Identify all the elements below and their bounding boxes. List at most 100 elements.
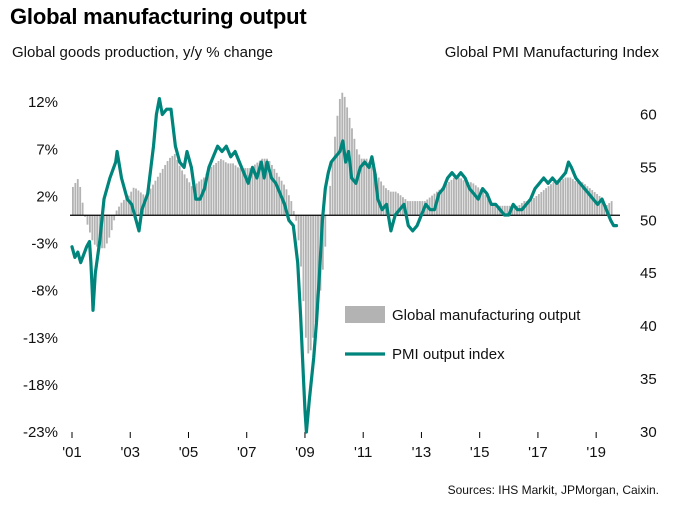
bar: [122, 199, 125, 216]
bar: [533, 197, 535, 216]
bar: [302, 215, 305, 302]
bar: [409, 201, 412, 216]
bar: [144, 196, 147, 216]
left-tick-label: -8%: [31, 283, 58, 300]
bar: [266, 158, 268, 216]
bar: [171, 155, 174, 216]
bar: [559, 181, 562, 216]
bar: [385, 188, 387, 216]
left-tick-label: -18%: [23, 377, 58, 394]
bar: [127, 195, 130, 216]
bar: [387, 190, 390, 216]
bar: [292, 210, 295, 216]
bar: [93, 215, 96, 245]
bar: [156, 176, 159, 216]
bar: [135, 188, 137, 216]
bar: [547, 186, 550, 216]
bar: [581, 182, 584, 216]
bar: [118, 206, 120, 216]
bar: [261, 158, 264, 216]
bar: [224, 162, 227, 216]
bar: [312, 215, 315, 338]
pmi-output-line: [70, 97, 619, 434]
left-axis-ticks: 12% 7% 2% -3% -8% -13% -18% -23%: [23, 94, 58, 441]
bar: [232, 163, 234, 216]
right-tick-label: 30: [640, 424, 657, 441]
bar: [365, 158, 368, 216]
bar: [525, 201, 528, 216]
x-tick-label: '07: [237, 444, 257, 461]
bar: [452, 177, 455, 216]
bar: [263, 158, 266, 216]
bar: [331, 159, 334, 216]
bar: [530, 199, 533, 216]
bar: [203, 177, 205, 216]
x-tick-label: '05: [179, 444, 199, 461]
bar: [399, 195, 402, 216]
bar: [496, 205, 499, 216]
bar: [113, 215, 116, 221]
bar: [540, 192, 543, 216]
bar: [176, 159, 179, 216]
bar: [341, 92, 344, 216]
bar: [537, 194, 540, 216]
bar: [494, 205, 497, 216]
bar: [307, 215, 310, 354]
bar: [552, 182, 555, 216]
bar: [256, 162, 259, 216]
bar: [416, 201, 419, 216]
bar: [506, 205, 509, 216]
bar: [205, 173, 208, 216]
bar: [317, 215, 319, 307]
bar: [469, 182, 472, 216]
bar: [309, 215, 312, 351]
bar: [103, 215, 106, 249]
bar: [79, 186, 82, 216]
chart-title: Global manufacturing output: [10, 4, 307, 29]
bar: [314, 215, 317, 323]
x-tick-label: '15: [470, 444, 490, 461]
bar: [105, 215, 108, 244]
right-tick-label: 40: [640, 318, 657, 335]
bar: [108, 215, 111, 238]
bar: [372, 169, 375, 216]
x-tick-label: '09: [295, 444, 315, 461]
right-tick-label: 60: [640, 106, 657, 123]
bar: [382, 185, 385, 216]
legend-bar-label: Global manufacturing output: [392, 307, 581, 324]
legend-line-label: PMI output index: [392, 346, 505, 363]
bar: [300, 215, 302, 267]
bar: [603, 203, 606, 216]
bar: [329, 185, 332, 216]
bar: [542, 190, 545, 216]
bar: [181, 170, 184, 216]
bar: [486, 198, 489, 216]
bar: [321, 215, 324, 270]
bar: [397, 193, 399, 216]
bar: [567, 177, 569, 216]
bar: [389, 191, 392, 216]
bar: [249, 168, 251, 216]
bars-series: [72, 92, 613, 354]
bar: [120, 202, 123, 216]
bar: [414, 201, 416, 216]
bar: [406, 201, 409, 216]
bar: [445, 183, 448, 216]
bar: [380, 181, 383, 216]
bar: [554, 182, 557, 216]
bar: [210, 166, 213, 216]
right-axis-label: Global PMI Manufacturing Index: [444, 44, 659, 61]
bar: [477, 187, 480, 216]
bar: [334, 136, 336, 216]
bar: [608, 203, 611, 216]
bar: [222, 160, 225, 216]
bar: [571, 179, 574, 216]
bar: [188, 182, 191, 216]
bar: [297, 215, 300, 241]
bar: [336, 115, 339, 216]
bar: [278, 176, 281, 216]
bar: [149, 188, 152, 216]
bar: [438, 189, 441, 216]
bar: [96, 215, 99, 247]
bar: [465, 182, 467, 216]
